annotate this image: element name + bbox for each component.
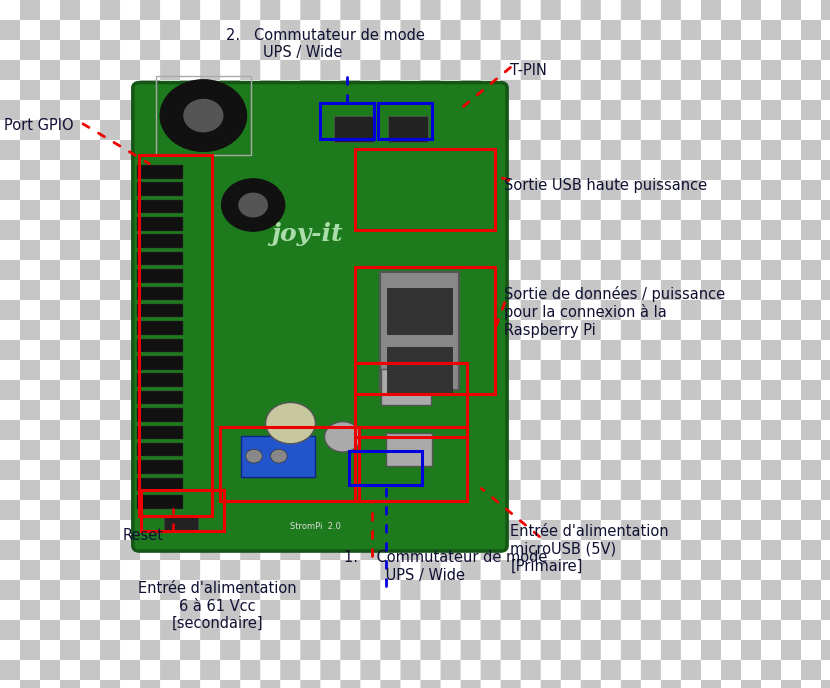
Text: T-PIN: T-PIN	[510, 63, 547, 78]
Bar	[220, 427, 359, 501]
Bar	[137, 374, 183, 387]
Bar	[137, 356, 183, 369]
Bar	[381, 369, 431, 405]
Text: Reset: Reset	[123, 528, 164, 544]
Circle shape	[184, 100, 222, 131]
Circle shape	[160, 80, 247, 151]
Bar	[137, 443, 183, 456]
Bar	[139, 155, 212, 516]
Bar	[387, 288, 452, 334]
Text: StromPi  2.0: StromPi 2.0	[290, 522, 341, 531]
Bar	[334, 116, 374, 142]
Bar	[137, 304, 183, 317]
Bar	[355, 363, 467, 437]
Bar	[137, 408, 183, 422]
Bar	[137, 460, 183, 474]
Bar	[137, 321, 183, 335]
Bar	[137, 200, 183, 213]
Bar	[378, 103, 432, 139]
Text: Port GPIO: Port GPIO	[4, 118, 74, 133]
Bar	[349, 451, 422, 485]
Bar	[355, 267, 495, 394]
Bar	[137, 391, 183, 405]
Bar	[164, 515, 198, 532]
Bar	[137, 477, 183, 491]
FancyBboxPatch shape	[133, 83, 507, 551]
Circle shape	[266, 402, 315, 444]
Circle shape	[325, 422, 361, 452]
Bar	[380, 272, 459, 390]
Text: Sortie USB haute puissance: Sortie USB haute puissance	[504, 178, 707, 193]
Bar	[355, 149, 495, 230]
Bar	[137, 426, 183, 439]
Text: joy-it: joy-it	[271, 222, 343, 246]
Text: 1.    Commutateur de mode
         UPS / Wide: 1. Commutateur de mode UPS / Wide	[344, 550, 548, 583]
Bar	[320, 103, 374, 139]
Bar	[388, 116, 428, 142]
Text: Entrée d'alimentation
6 à 61 Vcc
[secondaire]: Entrée d'alimentation 6 à 61 Vcc [second…	[138, 581, 297, 631]
Bar	[141, 490, 224, 531]
Bar	[137, 252, 183, 266]
Circle shape	[271, 449, 287, 463]
Bar	[387, 347, 452, 394]
Bar	[137, 235, 183, 248]
Bar	[241, 436, 315, 477]
Text: Sortie de données / puissance
pour la connexion à la
Raspberry Pi: Sortie de données / puissance pour la co…	[504, 286, 725, 338]
Bar	[156, 76, 251, 155]
Bar	[137, 495, 183, 508]
Circle shape	[222, 179, 285, 231]
Bar	[386, 433, 432, 466]
Circle shape	[239, 193, 267, 217]
Bar	[137, 182, 183, 196]
Bar	[137, 287, 183, 300]
Circle shape	[246, 449, 262, 463]
Bar	[137, 165, 183, 178]
Text: 2.   Commutateur de mode
        UPS / Wide: 2. Commutateur de mode UPS / Wide	[226, 28, 425, 60]
Bar	[137, 217, 183, 230]
Text: Entrée d'alimentation
microUSB (5V)
[Primaire]: Entrée d'alimentation microUSB (5V) [Pri…	[510, 524, 669, 574]
Bar	[137, 338, 183, 352]
Bar	[355, 427, 467, 501]
Bar	[137, 269, 183, 283]
